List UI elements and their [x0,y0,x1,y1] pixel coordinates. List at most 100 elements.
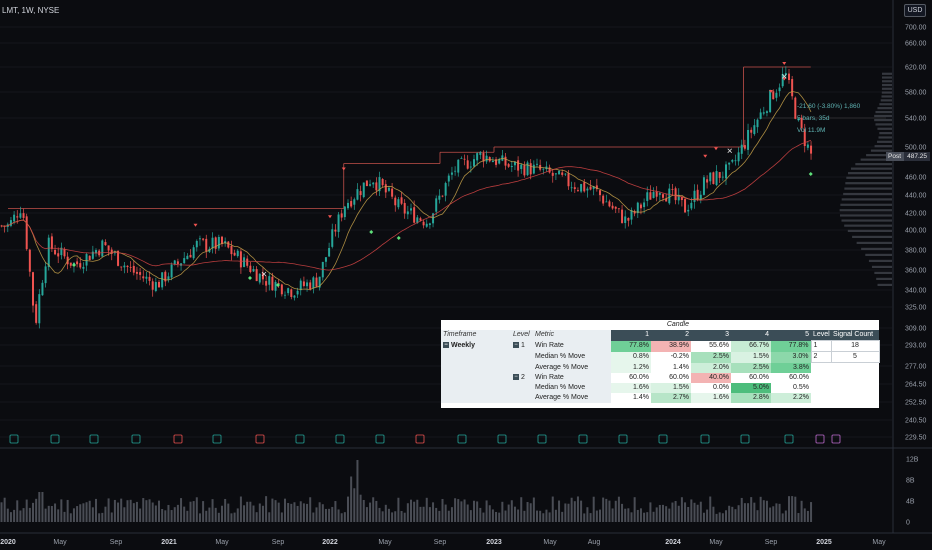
value-cell: 60.0% [731,373,771,383]
profile-bar [874,114,892,118]
candle-body [132,265,135,273]
stats-row: −2 Win Rate 60.0% 60.0% 40.0% 60.0% 60.0% [441,373,879,383]
candle-body [139,272,142,275]
candle-body [791,79,794,97]
candle-body [589,186,592,190]
volume-bar [129,499,132,522]
buy-signal-marker [72,263,76,267]
candle-body [737,152,740,162]
earnings-icon [295,434,305,444]
volume-bar [432,502,435,522]
candle-body [624,216,627,223]
profile-bar [860,158,892,161]
volume-bar [583,513,586,522]
candle-body [469,166,472,168]
candle-body [734,160,737,162]
collapse-icon[interactable]: − [443,342,449,349]
candle-body [630,210,633,220]
candle-body [340,213,343,218]
col-sc-level: Level [811,330,831,341]
candle-body [595,185,598,190]
candle-body [95,250,97,254]
profile-bar [841,198,892,201]
profile-bar [874,118,892,122]
buy-signal-marker [808,172,813,176]
value-cell: 2.2% [771,393,811,403]
candle-body [271,276,274,291]
volume-bar [44,508,47,522]
profile-bar [871,265,892,268]
candle-body [513,161,516,166]
candle-body [25,216,28,250]
candle-body [16,216,19,218]
volume-bar [47,505,50,522]
candle-body [117,250,120,266]
volume-bar [9,512,12,522]
col-timeframe: Timeframe [441,330,511,341]
volume-bar [154,505,157,522]
candle-body [800,117,803,128]
volume-bar [624,508,627,522]
candle-body [646,192,649,201]
candle-body [753,125,756,135]
candle-body [454,170,457,172]
volume-bar [765,500,768,522]
candle-body [227,241,230,248]
signal-count-cell: 18 [830,340,880,352]
profile-bar [881,91,892,94]
candle-body [696,189,699,200]
candle-body [50,236,53,249]
volume-bar [280,512,283,522]
volume-bar [413,501,416,522]
value-cell: 0.0% [691,383,731,393]
candle-body [425,223,428,227]
volume-bar [359,494,362,522]
candle-body [403,202,406,214]
volume-bar [224,498,227,522]
candle-body [387,187,390,191]
volume-bar [725,510,727,522]
currency-button[interactable]: USD [904,4,926,17]
volume-bar [79,504,82,522]
candle-body [580,184,583,192]
volume-bar [362,499,365,522]
volume-bar [356,460,359,522]
candle-body [687,209,690,212]
candle-body [658,193,661,195]
candle-body [693,190,696,202]
volume-bar [633,497,636,522]
volume-bar [63,511,66,522]
candle-body [485,155,488,162]
metric-cell: Median % Move [533,383,611,393]
volume-bar [189,501,192,522]
candle-body [759,112,762,119]
volume-bar [252,505,255,522]
candle-body [728,162,731,165]
volume-bar [334,501,337,522]
col-metric: Metric [533,330,611,341]
volume-bar [441,498,444,522]
candle-body [740,144,743,154]
volume-bar [526,502,529,522]
volume-bar [482,512,485,522]
time-tick-label: Sep [434,539,447,546]
collapse-icon[interactable]: − [513,342,519,349]
candle-body [189,254,192,258]
volume-bar [217,512,220,522]
volume-bar [230,513,233,522]
profile-bar [881,95,892,98]
volume-bar [268,512,271,522]
candle-body [495,159,498,165]
volume-bar [302,503,305,522]
volume-bar [513,506,516,522]
candle-body [183,258,186,264]
collapse-icon[interactable]: − [513,374,519,381]
signal-level-cell: 2 [810,351,832,363]
value-cell: 2.8% [731,393,771,403]
volume-bar [239,496,242,522]
candle-body [343,206,346,218]
candle-body [123,265,126,268]
timeframe-cell-empty [441,383,511,393]
candle-body [747,129,750,150]
